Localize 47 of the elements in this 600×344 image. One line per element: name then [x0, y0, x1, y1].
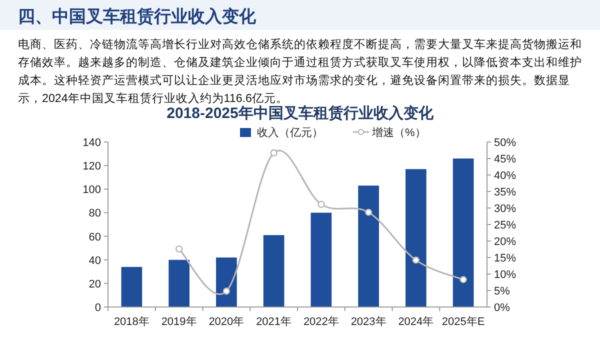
point [318, 200, 325, 208]
bar [406, 169, 426, 307]
x-tick-label: 2019年 [161, 316, 197, 328]
x-tick-label: 2023年 [350, 316, 386, 328]
x-tick-label: 2022年 [303, 316, 339, 328]
point [222, 288, 230, 295]
point [460, 276, 467, 284]
y2-tick-label: 50% [494, 137, 516, 149]
y-tick-label: 60 [88, 231, 101, 244]
bar [168, 260, 190, 307]
y-tick-label: 120 [82, 160, 101, 173]
y2-tick-label: 15% [494, 252, 516, 264]
y-tick-label: 100 [82, 184, 101, 196]
y2-tick-label: 20% [494, 236, 516, 248]
x-tick-label: 2021年 [256, 316, 292, 328]
y-tick-label: 140 [82, 137, 101, 149]
bar [452, 158, 474, 307]
text: 四、中国叉车租赁行业收入变化 [18, 6, 256, 28]
bar [310, 212, 332, 307]
y-tick-label: 40 [88, 254, 101, 267]
x-tick-label: 2024年 [398, 316, 434, 328]
y2-tick-label: 25% [494, 220, 516, 232]
text: 电商、医药、冷链物流等高增长行业对高效仓储系统的依赖程度不断提高，需要大量叉车来提高货物搬运和存储效率。越来越多的制造、仓储及建筑企业倾向于通过租赁方式获取叉车使用权，以降低资本支出和维护成本。这种轻资产运营模式可以让企业更灵活地应对市场需求的变化，避免设备闲置带来的损失。数据显示，2024年中国叉车租赁行业收入约为116.6亿元。 [18, 37, 583, 105]
y-tick-label: 20 [88, 278, 101, 290]
bar [216, 258, 237, 307]
x-tick-label: 2025年E [442, 316, 485, 328]
bar [263, 235, 284, 307]
point [175, 245, 183, 253]
y2-tick-label: 40% [494, 170, 516, 182]
chart-title: 2018-2025年中国叉车租赁行业收入变化 [166, 104, 434, 122]
point [364, 208, 372, 216]
bar [358, 186, 379, 307]
y2-tick-label: 35% [494, 186, 516, 198]
x-tick-label: 2020年 [208, 316, 244, 328]
point [270, 149, 278, 156]
y-tick-label: 80 [88, 208, 101, 220]
y2-tick-label: 0% [494, 302, 510, 314]
y2-tick-label: 45% [494, 154, 516, 166]
y2-tick-label: 10% [494, 269, 516, 281]
x-tick-label: 2018年 [114, 316, 150, 328]
legend-label: 增速（%） [371, 126, 426, 139]
y2-tick-label: 5% [494, 286, 510, 298]
y-tick-label: 0 [94, 302, 101, 314]
legend-label: 收入（亿元） [257, 126, 323, 139]
bar [121, 266, 142, 307]
y2-tick-label: 30% [494, 203, 516, 215]
point [412, 256, 420, 264]
